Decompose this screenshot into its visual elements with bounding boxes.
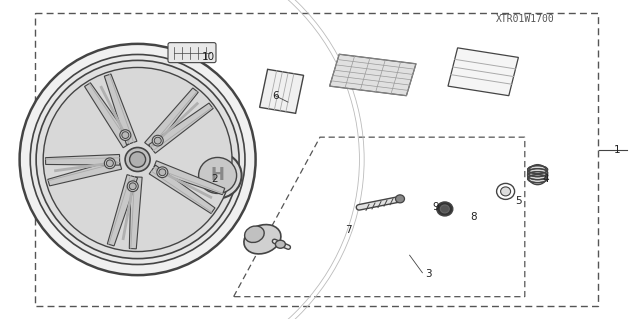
- Ellipse shape: [125, 147, 150, 172]
- Polygon shape: [108, 174, 138, 246]
- Ellipse shape: [244, 225, 281, 254]
- Polygon shape: [330, 54, 416, 96]
- Text: 6: 6: [272, 91, 278, 101]
- Bar: [35, 13, 598, 306]
- Text: 9: 9: [432, 202, 438, 212]
- Polygon shape: [45, 154, 120, 165]
- Ellipse shape: [152, 135, 163, 146]
- FancyBboxPatch shape: [168, 43, 216, 63]
- Ellipse shape: [194, 152, 242, 198]
- Text: 3: 3: [426, 269, 432, 279]
- Polygon shape: [84, 83, 132, 148]
- Ellipse shape: [43, 67, 232, 252]
- Ellipse shape: [436, 202, 453, 216]
- Text: 2: 2: [212, 174, 218, 184]
- Ellipse shape: [104, 158, 115, 169]
- Polygon shape: [48, 159, 122, 186]
- Ellipse shape: [154, 137, 161, 144]
- Text: 4: 4: [542, 174, 548, 184]
- Ellipse shape: [120, 130, 131, 140]
- Polygon shape: [448, 48, 518, 96]
- Ellipse shape: [157, 167, 168, 178]
- Polygon shape: [149, 165, 215, 213]
- Ellipse shape: [198, 158, 237, 193]
- Text: 7: 7: [346, 225, 352, 235]
- Polygon shape: [129, 177, 142, 249]
- Ellipse shape: [36, 60, 239, 259]
- Ellipse shape: [129, 183, 136, 190]
- Ellipse shape: [20, 44, 255, 275]
- Ellipse shape: [129, 152, 146, 167]
- Ellipse shape: [30, 55, 245, 264]
- Polygon shape: [145, 88, 198, 149]
- Polygon shape: [104, 74, 137, 145]
- Ellipse shape: [122, 132, 129, 138]
- Text: 10: 10: [202, 52, 214, 63]
- Ellipse shape: [275, 240, 285, 248]
- Ellipse shape: [500, 187, 511, 196]
- Text: XTR01W1700: XTR01W1700: [495, 14, 554, 24]
- Polygon shape: [152, 161, 225, 195]
- Text: H: H: [211, 167, 225, 184]
- Ellipse shape: [396, 195, 404, 203]
- Ellipse shape: [159, 169, 166, 176]
- Ellipse shape: [527, 165, 548, 185]
- Text: 1: 1: [614, 145, 621, 155]
- Ellipse shape: [244, 226, 264, 242]
- Ellipse shape: [440, 205, 449, 213]
- Polygon shape: [260, 69, 303, 113]
- Ellipse shape: [127, 181, 138, 192]
- Ellipse shape: [106, 160, 113, 167]
- Polygon shape: [148, 103, 213, 153]
- Text: 5: 5: [515, 196, 522, 206]
- Text: 8: 8: [470, 212, 477, 222]
